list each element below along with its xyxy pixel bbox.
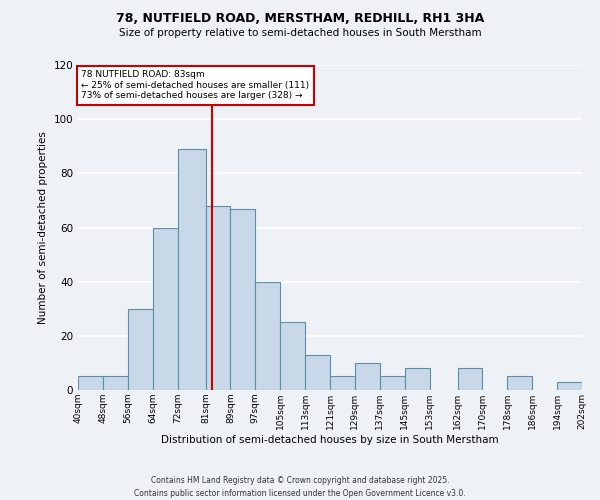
Bar (458, 368, 482, 390)
Text: Size of property relative to semi-detached houses in South Merstham: Size of property relative to semi-detach… (119, 28, 481, 38)
Text: 78, NUTFIELD ROAD, MERSTHAM, REDHILL, RH1 3HA: 78, NUTFIELD ROAD, MERSTHAM, REDHILL, RH… (116, 12, 484, 26)
Bar (305, 355, 330, 390)
Bar (380, 376, 404, 390)
Bar (78, 376, 103, 390)
Bar (280, 322, 305, 390)
Bar (508, 376, 532, 390)
Bar (256, 282, 280, 390)
Bar (178, 149, 206, 390)
Bar (404, 368, 430, 390)
Bar (103, 376, 128, 390)
Text: Contains HM Land Registry data © Crown copyright and database right 2025.
Contai: Contains HM Land Registry data © Crown c… (134, 476, 466, 498)
Bar (152, 228, 178, 390)
Bar (557, 382, 582, 390)
X-axis label: Distribution of semi-detached houses by size in South Merstham: Distribution of semi-detached houses by … (161, 434, 499, 444)
Y-axis label: Number of semi-detached properties: Number of semi-detached properties (38, 131, 48, 324)
Text: 78 NUTFIELD ROAD: 83sqm
← 25% of semi-detached houses are smaller (111)
73% of s: 78 NUTFIELD ROAD: 83sqm ← 25% of semi-de… (81, 70, 309, 100)
Bar (206, 206, 230, 390)
Bar (330, 376, 355, 390)
Bar (230, 208, 256, 390)
Bar (128, 308, 152, 390)
Bar (355, 363, 380, 390)
